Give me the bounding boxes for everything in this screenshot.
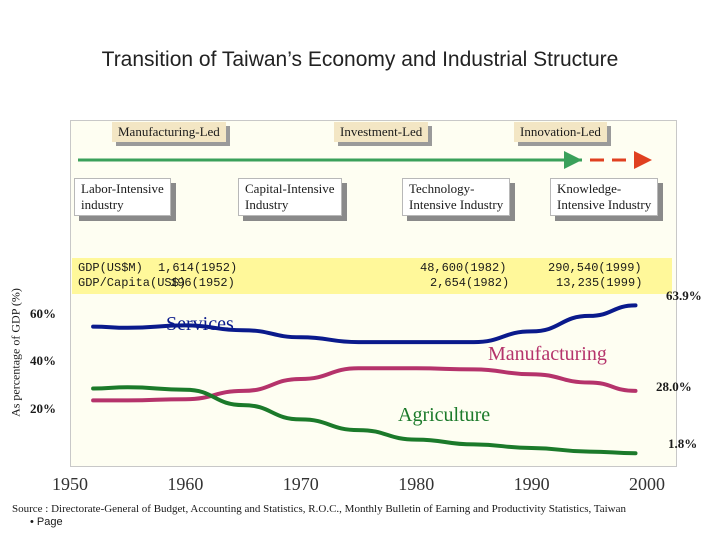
series-label-services: Services (166, 313, 234, 335)
gdp-capita-1982: 2,654(1982) (430, 276, 510, 290)
industry-technology-intensive: Technology- Intensive Industry (402, 178, 511, 216)
gdp-capita-1999: 13,235(1999) (556, 276, 643, 290)
x-tick-label: 1960 (167, 474, 204, 494)
industry-label-line1: Knowledge- (557, 181, 622, 196)
industry-label-line2: industry (81, 197, 124, 212)
series-label-agriculture: Agriculture (398, 404, 491, 426)
end-label-services: 63.9% (666, 288, 702, 303)
series-line-services (91, 303, 638, 345)
phase-investment-led: Investment-Led (334, 122, 429, 142)
gdp-label: GDP(US$M) (78, 261, 143, 275)
industry-label-line1: Labor-Intensive (81, 181, 164, 196)
page-label: • Page (30, 516, 63, 528)
end-label-manufacturing: 28.0% (656, 379, 692, 394)
industry-labor-intensive: Labor-Intensive industry (74, 178, 171, 216)
x-tick-label: 1980 (398, 474, 435, 494)
x-tick-label: 1990 (513, 474, 550, 494)
industry-label-line2: Intensive Industry (409, 197, 504, 212)
chart-title: Transition of Taiwan’s Economy and Indus… (101, 48, 619, 71)
x-tick-label: 2000 (629, 474, 665, 494)
gdp-band (72, 258, 672, 294)
phase-innovation-led: Innovation-Led (514, 122, 607, 142)
y-tick-label: 60% (30, 305, 56, 321)
industry-capital-intensive: Capital-Intensive Industry (238, 178, 342, 216)
industry-label-line1: Technology- (409, 181, 475, 196)
gdp-capita-1952: 196(1952) (170, 276, 235, 290)
series-label-manufacturing: Manufacturing (488, 343, 607, 365)
industry-label-line1: Capital-Intensive (245, 181, 335, 196)
industry-label-line2: Intensive Industry (557, 197, 652, 212)
industry-label-line2: Industry (245, 197, 289, 212)
end-label-agriculture: 1.8% (668, 436, 698, 451)
source-note: Source : Directorate-General of Budget, … (12, 503, 627, 515)
y-tick-label: 40% (30, 353, 56, 369)
industry-knowledge-intensive: Knowledge- Intensive Industry (550, 178, 659, 216)
phase-manufacturing-led: Manufacturing-Led (112, 122, 226, 142)
gdp-capita-label: GDP/Capita(US$) (78, 276, 187, 290)
x-tick-label: 1970 (282, 474, 319, 494)
gdp-1952: 1,614(1952) (158, 261, 238, 275)
y-tick-label: 20% (30, 400, 56, 416)
gdp-1982: 48,600(1982) (420, 261, 507, 275)
series-line-agriculture (91, 385, 638, 456)
gdp-1999: 290,540(1999) (548, 261, 642, 275)
series-line-manufacturing (91, 366, 638, 403)
x-tick-label: 1950 (52, 474, 88, 494)
